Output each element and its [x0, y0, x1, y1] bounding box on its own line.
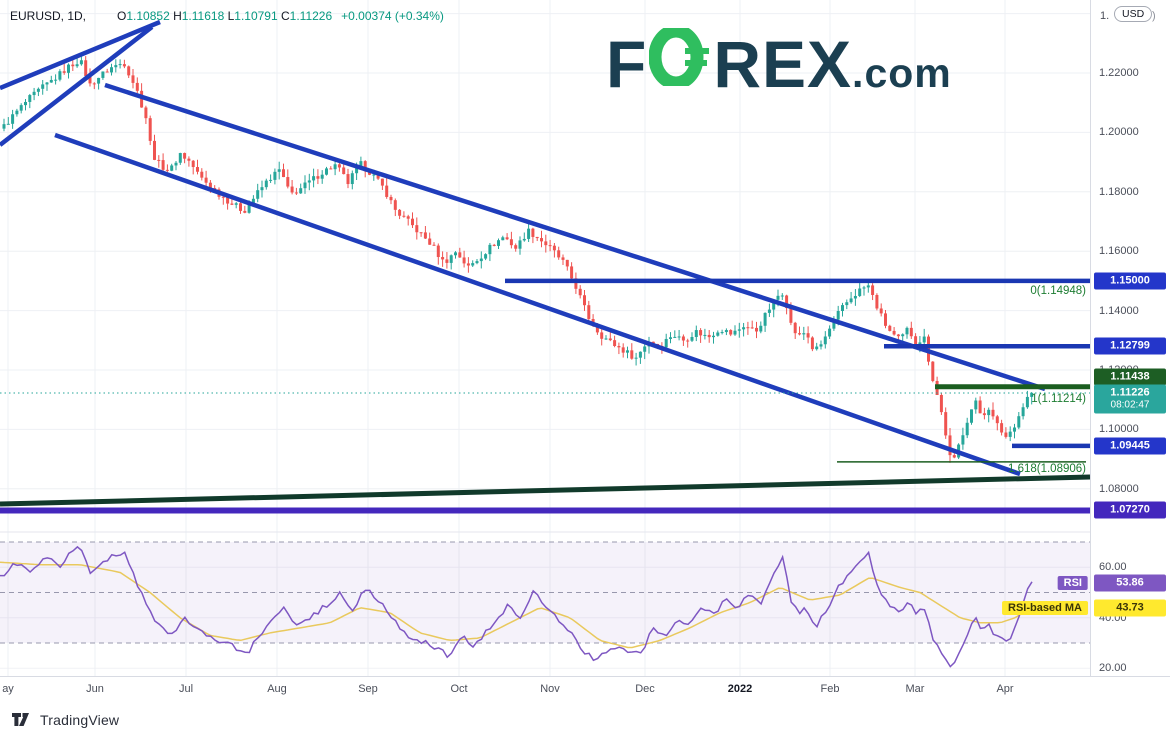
- candlestick-series: [2, 52, 1034, 463]
- price-level-pill-1.15000: 1.15000: [1094, 272, 1166, 290]
- longterm-support-line: [0, 474, 1090, 507]
- legend-change: +0.00374 (+0.34%): [341, 9, 444, 23]
- time-axis-label-Aug: Aug: [267, 683, 287, 695]
- time-axis-label-Jun: Jun: [86, 683, 104, 695]
- rsi-pane-label-rsi-based-ma: RSI-based MA: [1002, 601, 1088, 616]
- price-level-pill-1.09445: 1.09445: [1094, 437, 1166, 455]
- price-tick-label: 1.16000: [1099, 245, 1139, 258]
- currency-toggle-button[interactable]: USD: [1114, 6, 1153, 22]
- price-tick-label: 1.18000: [1099, 185, 1139, 198]
- price-axis-top-label-suffix: ): [1152, 10, 1156, 22]
- price-axis[interactable]: 1. USD ) 1.22000 1.20000 1.18000 1.16000 1.1…: [1090, 0, 1170, 702]
- time-axis-label-2022: 2022: [727, 683, 753, 695]
- legend-ohlc-value: 1.11618: [181, 9, 228, 23]
- footer-bar: TradingView: [0, 702, 1170, 737]
- legend-ohlc-values: O1.10852 H1.11618 L1.10791 C1.11226: [117, 9, 332, 23]
- legend-ohlc-value: 1.10791: [234, 9, 281, 23]
- time-axis-label-Dec: Dec: [635, 683, 655, 695]
- rsi-tick-label: 60.00: [1099, 561, 1127, 574]
- rsi-ma-line: [0, 561, 1033, 649]
- fib-level-label: 1(1.11214): [1031, 392, 1086, 405]
- rsi-line: [0, 545, 1033, 668]
- legend-symbol-title[interactable]: EURUSD, 1D,: [10, 9, 87, 23]
- grid: [0, 0, 1090, 676]
- chart-canvas[interactable]: [0, 0, 1090, 702]
- time-axis-label-Sep: Sep: [358, 683, 378, 695]
- fib-level-label: 0(1.14948): [1030, 284, 1086, 297]
- price-tick-label: 1.10000: [1099, 423, 1139, 436]
- legend-ohlc-key: H: [173, 9, 182, 23]
- time-axis-label-Mar: Mar: [905, 683, 925, 695]
- price-tick-label: 1.14000: [1099, 304, 1139, 317]
- rsi-tick-label: 20.00: [1099, 662, 1127, 675]
- price-level-pill-1.12799: 1.12799: [1094, 337, 1166, 355]
- price-tick-label: 1.22000: [1099, 67, 1139, 79]
- rsi-pane-label-rsi: RSI: [1057, 575, 1088, 590]
- legend-ohlc-value: 1.10852: [126, 9, 174, 23]
- price-axis-top-label: 1.: [1100, 10, 1110, 22]
- legend-ohlc-value: 1.11226: [289, 9, 333, 23]
- fib-level-label: 1.618(1.08906): [1007, 462, 1086, 475]
- tradingview-logo-text[interactable]: TradingView: [40, 711, 120, 728]
- time-axis[interactable]: ay Jun Jul Aug Sep Oct Nov Dec 2022 Feb Mar Apr: [0, 676, 1170, 702]
- rsi-pane: [0, 545, 1033, 668]
- tradingview-logo-icon[interactable]: [12, 712, 33, 727]
- time-axis-label-Feb: Feb: [820, 683, 840, 695]
- price-tick-label: 1.08000: [1099, 482, 1139, 495]
- legend-ohlc-key: L: [227, 9, 235, 23]
- legend-ohlc-key: C: [280, 9, 290, 23]
- price-level-pill-1.07270: 1.07270: [1094, 501, 1166, 519]
- symbol-legend: EURUSD, 1D, O1.10852 H1.11618 L1.10791 C…: [10, 9, 444, 23]
- trendlines: [0, 19, 1090, 514]
- time-axis-label-Oct: Oct: [450, 683, 468, 695]
- time-axis-label-Apr: Apr: [996, 683, 1014, 695]
- legend-ohlc-key: O: [117, 9, 127, 23]
- rsi-value-pill: 53.86: [1094, 574, 1166, 592]
- time-axis-label-ay: ay: [2, 683, 14, 695]
- price-level-pill-1.11438: 1.11438: [1094, 368, 1166, 386]
- price-level-pill-1.11226: 1.11226 08:02:47: [1094, 384, 1166, 414]
- time-axis-label-Jul: Jul: [178, 683, 194, 695]
- rsi-value-pill: 43.73: [1094, 599, 1166, 617]
- price-tick-label: 1.20000: [1099, 126, 1139, 139]
- time-axis-label-Nov: Nov: [540, 683, 560, 695]
